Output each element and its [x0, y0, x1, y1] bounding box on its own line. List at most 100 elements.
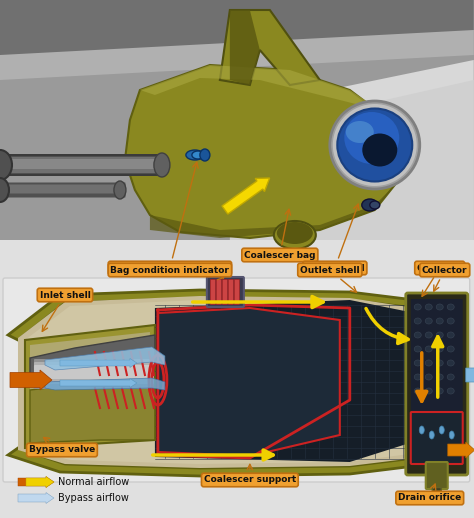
Polygon shape	[25, 325, 155, 448]
Ellipse shape	[0, 150, 12, 180]
Polygon shape	[220, 10, 320, 85]
Polygon shape	[18, 296, 450, 468]
Ellipse shape	[447, 346, 454, 352]
FancyBboxPatch shape	[0, 154, 166, 176]
Ellipse shape	[274, 221, 316, 249]
Polygon shape	[230, 80, 474, 240]
Polygon shape	[0, 0, 474, 80]
Polygon shape	[30, 378, 155, 443]
Polygon shape	[0, 0, 474, 240]
Polygon shape	[150, 185, 395, 238]
Ellipse shape	[436, 318, 443, 324]
Ellipse shape	[344, 112, 399, 164]
FancyBboxPatch shape	[411, 299, 463, 411]
Ellipse shape	[425, 388, 432, 394]
Text: Bypass valve: Bypass valve	[29, 437, 95, 454]
FancyBboxPatch shape	[432, 487, 441, 498]
FancyBboxPatch shape	[34, 359, 154, 389]
FancyBboxPatch shape	[222, 280, 228, 305]
Ellipse shape	[447, 374, 454, 380]
FancyBboxPatch shape	[216, 280, 221, 305]
Ellipse shape	[277, 222, 313, 244]
Ellipse shape	[0, 178, 9, 202]
Text: Bag condition indicator: Bag condition indicator	[110, 162, 229, 272]
FancyArrow shape	[26, 477, 54, 487]
Polygon shape	[0, 0, 474, 240]
FancyBboxPatch shape	[207, 277, 244, 307]
Text: Bypass airflow: Bypass airflow	[58, 493, 129, 503]
Ellipse shape	[449, 431, 454, 439]
Polygon shape	[280, 60, 474, 240]
Polygon shape	[30, 332, 150, 443]
Ellipse shape	[362, 134, 397, 166]
FancyArrow shape	[448, 442, 474, 458]
Text: Inlet shell: Inlet shell	[39, 291, 91, 332]
Text: Collector: Collector	[417, 264, 463, 296]
FancyBboxPatch shape	[406, 293, 468, 475]
Ellipse shape	[436, 332, 443, 338]
FancyBboxPatch shape	[228, 280, 233, 305]
FancyBboxPatch shape	[3, 278, 470, 482]
FancyBboxPatch shape	[0, 159, 166, 169]
Ellipse shape	[447, 332, 454, 338]
Ellipse shape	[419, 426, 424, 434]
Ellipse shape	[362, 199, 378, 211]
Ellipse shape	[414, 374, 421, 380]
Ellipse shape	[192, 151, 204, 159]
Polygon shape	[155, 300, 410, 462]
Ellipse shape	[436, 388, 443, 394]
FancyArrow shape	[222, 178, 270, 214]
Text: Normal airflow: Normal airflow	[58, 477, 129, 487]
Ellipse shape	[114, 181, 126, 199]
FancyBboxPatch shape	[34, 365, 154, 379]
Ellipse shape	[414, 318, 421, 324]
Ellipse shape	[414, 346, 421, 352]
Ellipse shape	[425, 360, 432, 366]
FancyArrow shape	[18, 493, 54, 503]
FancyArrow shape	[18, 477, 54, 487]
Text: Outlet shell: Outlet shell	[305, 204, 365, 272]
Polygon shape	[125, 65, 400, 238]
FancyBboxPatch shape	[411, 412, 463, 464]
FancyBboxPatch shape	[0, 157, 166, 173]
Ellipse shape	[436, 360, 443, 366]
Polygon shape	[230, 10, 260, 85]
Polygon shape	[45, 378, 165, 390]
FancyBboxPatch shape	[210, 280, 215, 305]
Polygon shape	[30, 335, 155, 380]
Polygon shape	[0, 0, 474, 48]
Ellipse shape	[414, 304, 421, 310]
Ellipse shape	[429, 431, 434, 439]
Ellipse shape	[414, 360, 421, 366]
Ellipse shape	[333, 104, 417, 186]
FancyBboxPatch shape	[234, 280, 239, 305]
FancyBboxPatch shape	[0, 184, 126, 194]
Text: Bag condition indicator: Bag condition indicator	[110, 266, 229, 280]
FancyArrow shape	[60, 358, 137, 367]
Ellipse shape	[337, 108, 412, 181]
Ellipse shape	[370, 201, 380, 209]
Ellipse shape	[436, 304, 443, 310]
Ellipse shape	[346, 121, 374, 143]
Polygon shape	[8, 448, 450, 476]
FancyArrow shape	[10, 370, 52, 390]
FancyArrow shape	[60, 379, 137, 387]
Ellipse shape	[330, 101, 420, 189]
Ellipse shape	[436, 346, 443, 352]
Text: Outlet shell: Outlet shell	[300, 266, 360, 292]
Polygon shape	[8, 290, 450, 340]
Ellipse shape	[436, 374, 443, 380]
Polygon shape	[0, 0, 474, 55]
Ellipse shape	[425, 332, 432, 338]
Ellipse shape	[414, 388, 421, 394]
Ellipse shape	[425, 304, 432, 310]
Ellipse shape	[425, 374, 432, 380]
Polygon shape	[140, 65, 380, 110]
Text: Coalescer support: Coalescer support	[204, 464, 296, 484]
Ellipse shape	[447, 304, 454, 310]
Ellipse shape	[447, 318, 454, 324]
Polygon shape	[45, 347, 165, 370]
FancyArrow shape	[466, 366, 474, 384]
Ellipse shape	[425, 346, 432, 352]
FancyBboxPatch shape	[34, 362, 154, 384]
